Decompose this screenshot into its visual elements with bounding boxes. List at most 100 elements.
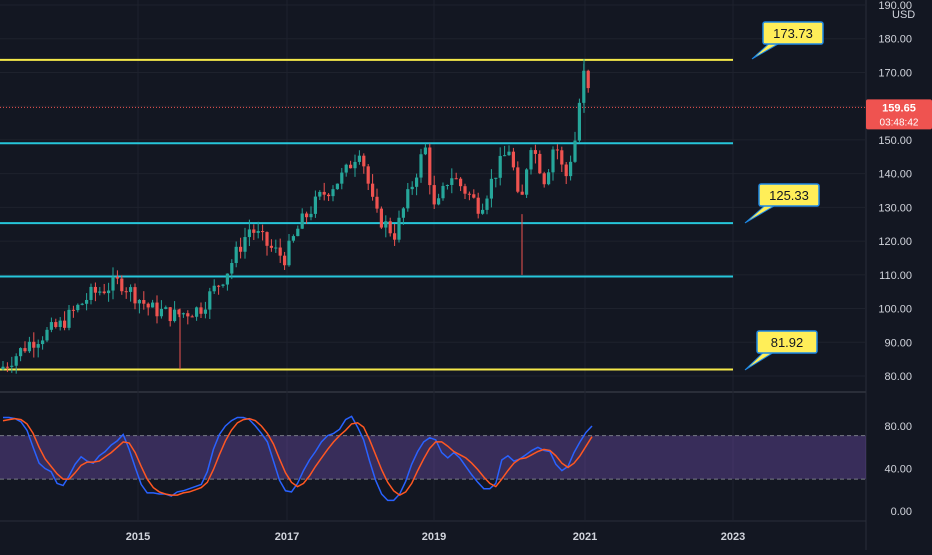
price-tick-label: 170.00 (878, 67, 912, 79)
candle-body (586, 70, 590, 89)
candle-body (291, 236, 295, 241)
candle-body (388, 221, 392, 234)
last-price-label: 159.65 (882, 102, 916, 114)
candle-body (217, 285, 221, 287)
candle-body (287, 240, 291, 266)
candle-body (71, 309, 75, 311)
candle-body (173, 309, 177, 322)
candle-body (547, 172, 551, 185)
candle-body (445, 184, 449, 186)
candle-body (23, 348, 27, 352)
candle-body (397, 217, 401, 240)
candle-body (296, 228, 300, 237)
candle-body (221, 284, 225, 286)
candle-body (353, 161, 357, 169)
candle-body (76, 304, 80, 311)
stoch-band (0, 435, 866, 480)
candle-body (366, 166, 370, 184)
stoch-tick-label: 0.00 (891, 506, 912, 518)
candle-body (225, 273, 229, 285)
candle-body (419, 154, 423, 178)
candle-body (234, 246, 238, 263)
price-tick-label: 90.00 (884, 337, 912, 349)
candle-body (577, 102, 581, 141)
candle-body (384, 221, 388, 228)
candle-body (511, 151, 515, 168)
candle-body (551, 149, 555, 173)
candle-body (120, 278, 124, 292)
time-tick-label: 2023 (721, 531, 745, 543)
candle-body (274, 247, 278, 249)
candle-body (58, 320, 62, 327)
price-callouts: 173.73 125.33 81.92 (744, 21, 824, 371)
candle-body (560, 150, 564, 165)
callout-box (762, 21, 824, 45)
candle-body (555, 149, 559, 151)
candle-body (318, 191, 322, 197)
candle-body (349, 164, 353, 169)
candle-body (107, 290, 111, 294)
candle-body (142, 300, 146, 304)
price-tick-label: 150.00 (878, 135, 912, 147)
candle-body (393, 233, 397, 240)
candle-body (199, 307, 203, 314)
candle-body (203, 309, 207, 314)
candle-body (265, 232, 269, 246)
candle-body (243, 237, 247, 252)
candle-body (252, 229, 256, 233)
candle-body (36, 344, 40, 348)
candle-body (331, 189, 335, 197)
candle-body (177, 309, 181, 315)
candle-body (54, 322, 58, 327)
candle-body (300, 213, 304, 229)
candle-body (14, 356, 18, 366)
candle-body (322, 191, 326, 195)
stoch-line-d (2, 417, 593, 496)
candle-body (146, 303, 150, 308)
candle-body (45, 329, 49, 341)
candle-body (10, 365, 14, 367)
candle-body (80, 303, 84, 305)
candle-body (247, 229, 251, 238)
candle-body (164, 307, 168, 309)
candle-body (305, 213, 309, 218)
candle-body (124, 291, 128, 293)
candle-body (190, 316, 194, 318)
candle-body (186, 313, 190, 317)
price-tick-label: 140.00 (878, 169, 912, 181)
candle-body (159, 308, 163, 317)
price-tick-label: 130.00 (878, 202, 912, 214)
candle-body (41, 340, 45, 345)
stochastic-pane (0, 415, 866, 502)
candle-body (5, 366, 9, 368)
candle-body (459, 178, 463, 187)
candle-body (564, 164, 568, 177)
candle-body (489, 178, 493, 199)
candle-body (476, 197, 480, 214)
time-tick-label: 2021 (573, 531, 597, 543)
candle-body (423, 147, 427, 155)
candle-body (212, 285, 216, 292)
candle-body (137, 300, 141, 304)
callout-label: 125.33 (769, 188, 809, 203)
candle-body (111, 276, 115, 291)
candle-body (313, 196, 317, 214)
candle-body (454, 178, 458, 180)
candle-body (450, 178, 454, 185)
candle-body (19, 348, 23, 357)
candle-body (340, 172, 344, 184)
candle-body (208, 291, 212, 310)
candle-body (415, 177, 419, 187)
candle-body (542, 173, 546, 185)
candle-body (573, 140, 577, 162)
candle-body (283, 255, 287, 266)
callout-label: 173.73 (773, 26, 813, 41)
currency-label: USD (892, 9, 915, 21)
candle-body (85, 299, 89, 304)
candle-body (357, 155, 361, 162)
candle-body (181, 313, 185, 315)
candle-body (155, 302, 159, 317)
candle-body (67, 309, 71, 328)
